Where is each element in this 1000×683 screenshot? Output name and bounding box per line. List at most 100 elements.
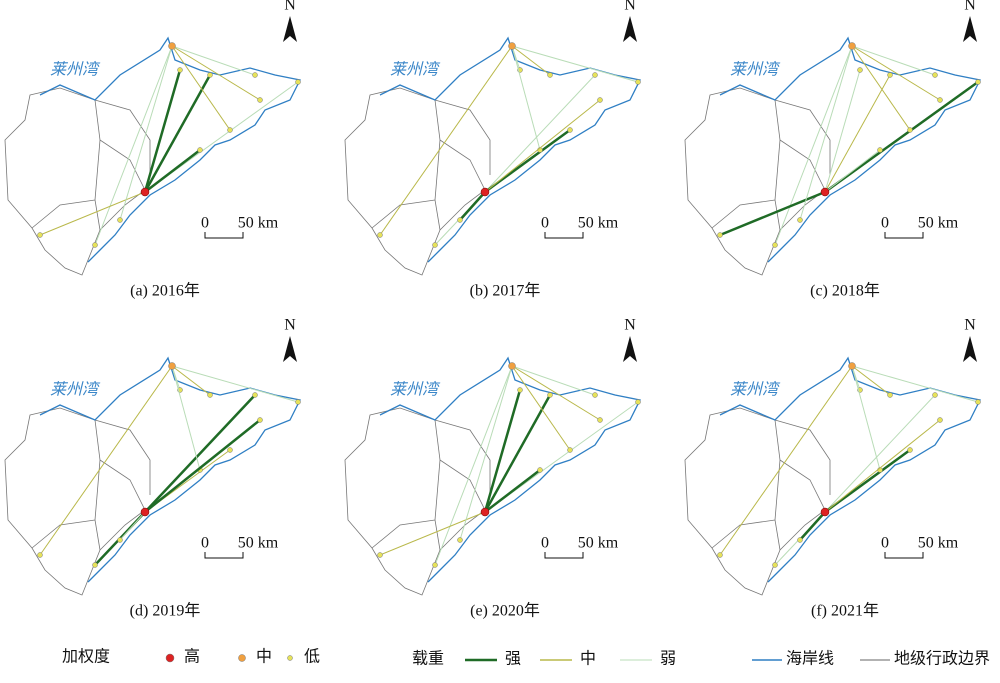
scale-zero: 0 bbox=[541, 535, 549, 552]
coastline bbox=[39, 36, 301, 263]
node-low bbox=[772, 242, 778, 248]
north-arrow bbox=[283, 16, 297, 42]
coastline bbox=[39, 356, 301, 583]
network-link bbox=[511, 45, 541, 151]
panel-caption: (c) 2018年 bbox=[810, 282, 880, 300]
panel-caption: (f) 2021年 bbox=[811, 602, 879, 620]
network-link bbox=[171, 365, 211, 396]
network-link bbox=[851, 365, 881, 471]
node-low bbox=[227, 127, 233, 133]
network-link bbox=[379, 511, 486, 556]
node-low bbox=[887, 72, 893, 78]
north-label: N bbox=[624, 317, 636, 334]
network-link bbox=[511, 365, 571, 451]
network-link bbox=[799, 511, 826, 541]
scale-length: 50 km bbox=[238, 215, 279, 232]
node-high bbox=[140, 187, 150, 197]
admin-boundary bbox=[4, 87, 151, 276]
scale-length: 50 km bbox=[238, 535, 279, 552]
network-link bbox=[119, 511, 146, 541]
admin-boundary bbox=[684, 87, 831, 276]
node-low bbox=[937, 97, 943, 103]
node-low bbox=[932, 72, 938, 78]
panel: 莱州湾 N 0 50 km (a) 2016年 bbox=[4, 0, 301, 300]
panel-caption: (b) 2017年 bbox=[470, 282, 541, 300]
node-low bbox=[537, 467, 543, 473]
scale-length: 50 km bbox=[918, 535, 959, 552]
node-low bbox=[975, 79, 981, 85]
node-high bbox=[140, 507, 150, 517]
network-link bbox=[459, 191, 486, 221]
network-link bbox=[483, 389, 522, 513]
node-mid bbox=[848, 362, 856, 370]
legend-item: 中 bbox=[580, 650, 596, 668]
node-low bbox=[772, 562, 778, 568]
legend-dot bbox=[287, 655, 293, 661]
node-low bbox=[717, 552, 723, 558]
bay-label: 莱州湾 bbox=[390, 60, 441, 79]
network-link bbox=[39, 365, 173, 556]
north-arrow bbox=[963, 336, 977, 362]
coastline bbox=[379, 36, 641, 263]
legend-title: 载重 bbox=[412, 650, 444, 668]
panel: 莱州湾 N 0 50 km (e) 2020年 bbox=[344, 317, 641, 620]
node-low bbox=[635, 79, 641, 85]
scale-zero: 0 bbox=[881, 535, 889, 552]
scale-zero: 0 bbox=[201, 215, 209, 232]
network-link bbox=[851, 45, 911, 131]
node-low bbox=[37, 552, 43, 558]
network-link bbox=[144, 419, 261, 513]
node-low bbox=[937, 417, 943, 423]
network-link bbox=[143, 69, 182, 193]
network-link bbox=[483, 394, 552, 513]
legend-dot bbox=[238, 654, 246, 662]
network-link bbox=[511, 365, 596, 396]
north-label: N bbox=[624, 0, 636, 14]
network-link bbox=[851, 45, 941, 101]
node-low bbox=[797, 537, 803, 543]
network-link bbox=[171, 45, 256, 76]
scale-length: 50 km bbox=[918, 215, 959, 232]
network-link bbox=[171, 45, 231, 131]
panel: 莱州湾 N 0 50 km (b) 2017年 bbox=[344, 0, 641, 300]
network-link bbox=[851, 365, 891, 396]
legend-item: 中 bbox=[256, 648, 272, 666]
network-link bbox=[851, 365, 979, 403]
node-low bbox=[457, 537, 463, 543]
node-low bbox=[207, 72, 213, 78]
legend-title: 加权度 bbox=[62, 648, 110, 666]
node-high bbox=[820, 187, 830, 197]
node-low bbox=[432, 562, 438, 568]
network-link bbox=[459, 365, 513, 541]
network-link bbox=[824, 419, 941, 513]
admin-boundary bbox=[684, 407, 831, 596]
network-link bbox=[171, 45, 261, 101]
node-low bbox=[592, 392, 598, 398]
node-low bbox=[975, 399, 981, 405]
network-link bbox=[484, 469, 541, 513]
node-mid bbox=[508, 362, 516, 370]
node-low bbox=[252, 72, 258, 78]
bay-label: 莱州湾 bbox=[730, 60, 781, 79]
node-low bbox=[252, 392, 258, 398]
network-link bbox=[719, 365, 853, 556]
node-high bbox=[480, 187, 490, 197]
network-link bbox=[144, 394, 256, 513]
node-low bbox=[257, 417, 263, 423]
network-link bbox=[144, 149, 201, 193]
network-link bbox=[799, 45, 853, 221]
network-link bbox=[94, 45, 173, 246]
node-mid bbox=[508, 42, 516, 50]
node-low bbox=[597, 417, 603, 423]
node-low bbox=[92, 242, 98, 248]
node-low bbox=[197, 147, 203, 153]
network-link bbox=[119, 45, 173, 221]
legend-item: 海岸线 bbox=[786, 650, 834, 668]
legend-item: 地级行政边界 bbox=[894, 650, 990, 668]
scale-bar bbox=[204, 552, 244, 559]
scale-bar bbox=[204, 232, 244, 239]
node-low bbox=[907, 447, 913, 453]
node-low bbox=[377, 552, 383, 558]
node-low bbox=[907, 127, 913, 133]
node-low bbox=[257, 97, 263, 103]
